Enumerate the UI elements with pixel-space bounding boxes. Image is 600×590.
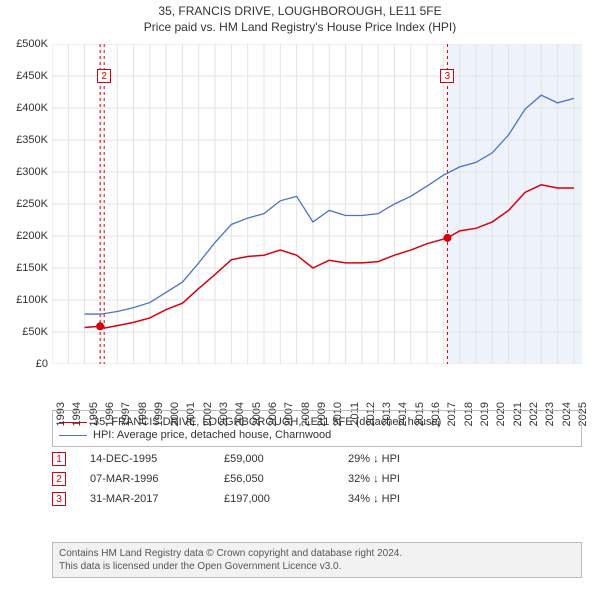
y-tick-label: £150K [0,262,48,274]
annotation-delta: 32% ↓ HPI [348,473,400,485]
y-tick-label: £500K [0,38,48,50]
x-axis-labels: 1993199419951996199719981999200020012002… [52,368,582,404]
legend-row: HPI: Average price, detached house, Char… [59,429,575,441]
annotation-row: 1 14-DEC-1995 £59,000 29% ↓ HPI [52,452,582,466]
annotation-price: £197,000 [224,493,324,505]
annotation-index: 3 [52,492,66,506]
annotation-delta: 34% ↓ HPI [348,493,400,505]
legend-label: 35, FRANCIS DRIVE, LOUGHBOROUGH, LE11 5F… [93,416,441,428]
annotation-delta: 29% ↓ HPI [348,453,400,465]
y-tick-label: £0 [0,358,48,370]
annotation-row: 3 31-MAR-2017 £197,000 34% ↓ HPI [52,492,582,506]
chart-titles: 35, FRANCIS DRIVE, LOUGHBOROUGH, LE11 5F… [0,0,600,35]
chart-container: 35, FRANCIS DRIVE, LOUGHBOROUGH, LE11 5F… [0,0,600,590]
legend-swatch [59,435,87,436]
annotation-price: £56,050 [224,473,324,485]
footer-licence: Contains HM Land Registry data © Crown c… [52,542,582,578]
legend-label: HPI: Average price, detached house, Char… [93,429,331,441]
y-tick-label: £50K [0,326,48,338]
footer-line-2: This data is licensed under the Open Gov… [59,560,575,573]
footer-line-1: Contains HM Land Registry data © Crown c… [59,547,575,560]
plot-area: 23 [52,44,582,364]
annotation-row: 2 07-MAR-1996 £56,050 32% ↓ HPI [52,472,582,486]
y-tick-label: £400K [0,102,48,114]
legend-swatch [59,422,87,423]
annotation-date: 07-MAR-1996 [90,473,200,485]
annotation-date: 14-DEC-1995 [90,453,200,465]
annotation-date: 31-MAR-2017 [90,493,200,505]
y-tick-label: £300K [0,166,48,178]
legend-row: 35, FRANCIS DRIVE, LOUGHBOROUGH, LE11 5F… [59,416,575,428]
legend: 35, FRANCIS DRIVE, LOUGHBOROUGH, LE11 5F… [52,410,582,447]
y-tick-label: £100K [0,294,48,306]
title-line-2: Price paid vs. HM Land Registry's House … [0,20,600,36]
annotation-price: £59,000 [224,453,324,465]
plot-svg [52,44,582,364]
y-tick-label: £350K [0,134,48,146]
sale-marker-label: 2 [97,69,111,83]
y-tick-label: £200K [0,230,48,242]
annotation-index: 2 [52,472,66,486]
y-tick-label: £250K [0,198,48,210]
title-line-1: 35, FRANCIS DRIVE, LOUGHBOROUGH, LE11 5F… [0,4,600,20]
annotations-table: 1 14-DEC-1995 £59,000 29% ↓ HPI 2 07-MAR-1996… [52,452,582,512]
sale-marker-label: 3 [440,69,454,83]
annotation-index: 1 [52,452,66,466]
y-tick-label: £450K [0,70,48,82]
